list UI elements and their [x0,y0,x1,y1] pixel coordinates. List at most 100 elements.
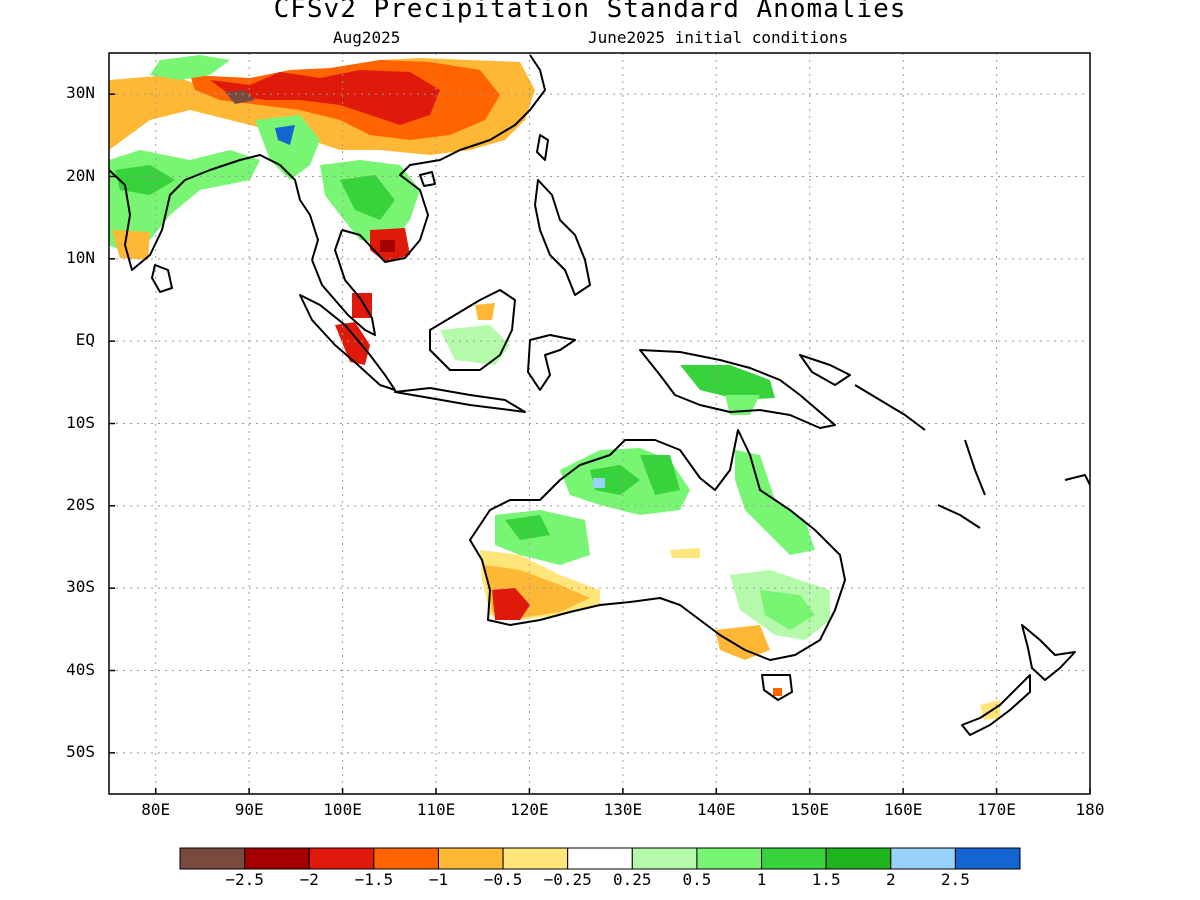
lon-tick-label: 80E [141,800,171,819]
coastline-borneo [429,289,516,371]
lat-tick-label: 20N [66,165,95,185]
lon-tick-label: 110E [416,800,456,819]
coastline-malay [311,229,376,336]
coastline-china [459,54,546,151]
anomaly-patch [225,90,255,104]
anomaly-patch [735,450,815,555]
coastline-new-guinea [639,349,836,429]
anomaly-patch [380,240,395,252]
legend-label: −2 [299,870,319,889]
anomaly-patch [593,478,605,488]
anomaly-patch [112,230,150,260]
coastline-myanmar [209,154,319,261]
legend-label: 2 [885,870,896,889]
lat-tick-label: 50S [66,741,95,761]
legend-label: 0.25 [613,870,652,889]
lat-tick-label: 30S [66,577,95,597]
lat-tick-label: EQ [75,330,95,350]
color-bar-swatch [437,847,504,870]
color-bar-swatch [502,847,569,870]
anomaly-patch [670,548,700,558]
legend-label: −0.5 [483,870,523,889]
coastline-new-britain [799,354,851,386]
coastline-hainan [419,171,436,187]
legend-label: 0.5 [682,870,712,889]
anomaly-patch [352,293,372,318]
coastline-australia [469,429,846,661]
anomaly-patch [440,325,510,365]
lon-tick-label: 120E [510,800,549,819]
lat-tick-label: 40S [66,659,95,679]
coastlines [109,54,1090,736]
anomaly-patch [680,365,775,400]
legend-label: −2.5 [225,870,264,889]
anomaly-patch [210,70,440,125]
anomaly-patch [760,590,815,630]
coastline-java [394,387,526,413]
coastline-solomons [854,384,926,431]
coastline-taiwan [536,134,549,161]
legend-label: 2.5 [940,870,970,889]
color-bar-swatch [631,847,698,870]
color-bar-swatch [373,847,439,870]
color-bar-swatch [308,847,375,870]
color-bar-swatch [890,847,956,870]
anomaly-patch [492,588,530,620]
lat-tick-label: 10N [66,247,95,267]
color-bar-swatch [696,847,763,870]
color-bar-swatch [825,847,892,870]
map-grid [109,53,1090,794]
coastline-fiji [1064,474,1090,486]
chart-title: CFSv2 Precipitation Standard Anomalies [273,0,907,24]
anomaly-patch [505,515,550,540]
color-bar-swatch [567,847,633,870]
coastline-tasmania [761,674,793,701]
color-bar-swatch [954,847,1021,870]
valid-month: Aug2025 [333,28,401,47]
coastline-new-caledonia [937,504,981,529]
legend-label: −1 [428,870,449,889]
coastline-philippines [534,179,591,296]
lon-tick-label: 100E [323,800,362,819]
color-bar-swatch [179,847,246,870]
lon-tick-label: 160E [883,800,923,819]
coastline-nz-north [1021,624,1076,681]
coastline-sri-lanka [151,264,173,293]
legend-label: −0.25 [543,870,592,889]
anomaly-patch [335,322,370,365]
anomaly-patch [340,175,395,220]
coastline-sumatra [299,294,396,391]
legend-label: 1.5 [811,870,841,889]
color-bar-swatch [761,847,827,870]
lat-tick-label: 20S [66,494,95,514]
color-bar-swatch [244,847,310,870]
lon-tick-label: 170E [977,800,1016,819]
lat-tick-label: 10S [66,412,95,432]
anomaly-patch [475,303,495,320]
anomaly-patch [115,165,175,195]
coastline-indochina [341,149,461,263]
axis-ticks [109,93,1091,794]
coastline-india [109,169,211,271]
coastline-vanuatu [964,439,986,496]
lon-tick-label: 90E [234,800,264,819]
initial-conditions: June2025 initial conditions [588,28,849,47]
anomaly-patch [640,455,680,495]
anomaly-patch [150,55,230,80]
anomaly-patch [275,125,295,145]
anomaly-fill [109,55,1000,720]
lon-tick-label: 140E [697,800,736,819]
lon-tick-label: 150E [790,800,829,819]
coastline-sulawesi [527,334,576,391]
legend-label: 1 [756,870,767,889]
coastline-nz-south [961,674,1031,736]
color-bar [179,847,1021,870]
lon-tick-label: 180 [1075,800,1105,819]
anomaly-patch [715,625,770,660]
lat-tick-label: 30N [66,83,95,103]
legend-label: −1.5 [354,870,394,889]
anomaly-patch [773,688,782,696]
lon-tick-label: 130E [603,800,643,819]
anomaly-patch [255,115,320,180]
